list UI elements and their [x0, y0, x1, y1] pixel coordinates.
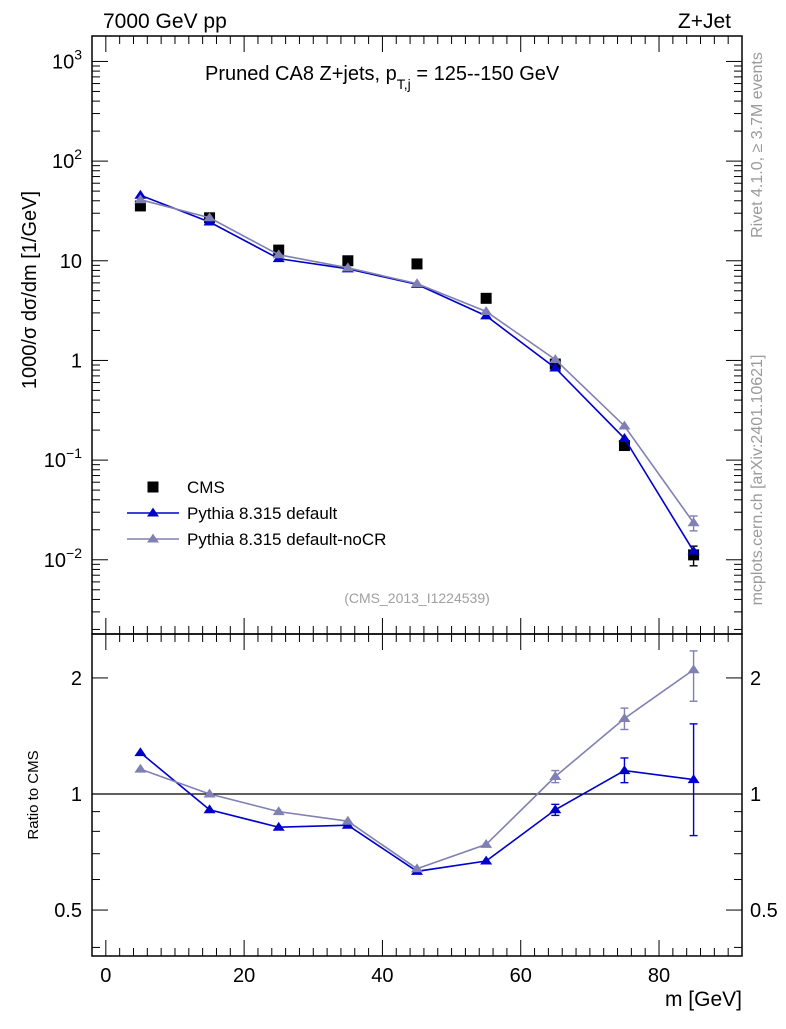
energy-label: 7000 GeV pp — [103, 10, 227, 33]
x-axis-label: m [GeV] — [665, 988, 742, 1011]
ratio-data-point — [272, 806, 285, 816]
ratio-data-point — [480, 839, 493, 848]
ratio-series-line — [139, 752, 694, 873]
x-tick-labels: 0 20 40 60 80 — [100, 965, 670, 987]
process-label: Z+Jet — [678, 10, 731, 33]
mc-data-point — [203, 212, 216, 222]
ratio-panel-frame — [91, 633, 743, 957]
x-tick-label: 0 — [100, 965, 111, 987]
main-y-tick-label: 102 — [52, 146, 82, 173]
ratio-data-point — [618, 765, 631, 775]
cms-data-point — [411, 258, 423, 270]
ratio-data-point — [549, 804, 562, 814]
main-axis-ticks — [92, 36, 742, 634]
ratio-data-point — [134, 747, 147, 757]
main-y-tick-label: 1 — [71, 350, 82, 372]
ratio-data-point — [341, 815, 354, 825]
main-title: Pruned CA8 Z+jets, pT,j = 125--150 GeV — [205, 63, 560, 92]
x-tick-label: 40 — [371, 965, 393, 987]
ratio-y-tick-label-left: 2 — [71, 668, 82, 690]
ratio-data-point — [203, 788, 216, 798]
ratio-y-tick-label-left: 1 — [71, 784, 82, 806]
mc-data-point — [411, 278, 423, 288]
ratio-y-tick-label-left: 0.5 — [54, 900, 82, 922]
mc-data-point — [618, 420, 631, 430]
ratio-y-tick-label-right: 2 — [750, 668, 761, 690]
mc-data-point — [549, 362, 562, 372]
cms-data-point — [618, 440, 630, 452]
main-series-group — [134, 189, 700, 567]
analysis-label: (CMS_2013_I1224539) — [344, 590, 490, 606]
ratio-series-line — [140, 669, 695, 870]
cms-data-point — [134, 200, 146, 212]
x-tick-label: 20 — [233, 965, 255, 987]
legend-label: Pythia 8.315 default-noCR — [187, 530, 386, 549]
main-y-axis-label: 1000/σ dσ/dm [1/GeV] — [19, 191, 41, 389]
mc-data-point — [341, 262, 354, 272]
cms-data-point — [480, 292, 492, 304]
ratio-series-group — [134, 650, 700, 875]
mc-data-point — [687, 545, 700, 555]
legend-marker-cms — [147, 481, 159, 493]
ratio-data-point — [203, 804, 216, 814]
ratio-y-tick-label-right: 1 — [750, 784, 761, 806]
main-series-line — [140, 194, 695, 552]
legend-label: Pythia 8.315 default — [187, 504, 338, 523]
ratio-y-tick-label-right: 0.5 — [750, 900, 778, 922]
rivet-version-label: Rivet 4.1.0, ≥ 3.7M events — [749, 52, 766, 238]
ratio-data-point — [618, 713, 631, 722]
main-y-tick-label: 10−2 — [44, 545, 82, 572]
legend: CMS Pythia 8.315 default Pythia 8.315 defa… — [127, 478, 386, 549]
cms-data-point — [342, 255, 354, 267]
mc-data-point — [480, 306, 493, 315]
x-tick-label: 80 — [648, 965, 670, 987]
ratio-data-point — [134, 763, 147, 773]
ratio-data-point — [687, 664, 700, 674]
mc-data-point — [134, 189, 147, 199]
main-y-tick-label: 103 — [52, 46, 82, 73]
main-series-line — [140, 198, 695, 524]
main-y-tick-label: 10 — [60, 251, 82, 273]
ratio-y-axis-label: Ratio to CMS — [25, 750, 42, 839]
mcplots-label: mcplots.cern.ch [arXiv:2401.10621] — [749, 355, 766, 606]
mc-data-point — [618, 433, 631, 442]
legend-label: CMS — [187, 478, 225, 497]
ratio-data-point — [272, 821, 285, 831]
x-tick-label: 60 — [510, 965, 532, 987]
ratio-data-point — [687, 774, 700, 784]
main-y-tick-labels: 10−2 10−1 1 10 102 103 — [44, 46, 82, 571]
ratio-axis-ticks — [92, 634, 742, 956]
ratio-data-point — [480, 855, 493, 865]
mc-data-point — [134, 194, 147, 204]
legend-marker-mc — [147, 533, 159, 543]
legend-marker-mc — [147, 507, 159, 517]
ratio-y-tick-labels: 0.5 0.5 1 1 2 2 — [54, 668, 778, 922]
main-y-tick-label: 10−1 — [44, 445, 82, 472]
ratio-data-point — [411, 863, 423, 873]
mc-data-point — [687, 517, 700, 527]
ratio-data-point — [549, 771, 562, 781]
mc-data-point — [549, 354, 562, 364]
cms-data-point — [688, 549, 700, 561]
mc-data-point — [272, 249, 285, 259]
